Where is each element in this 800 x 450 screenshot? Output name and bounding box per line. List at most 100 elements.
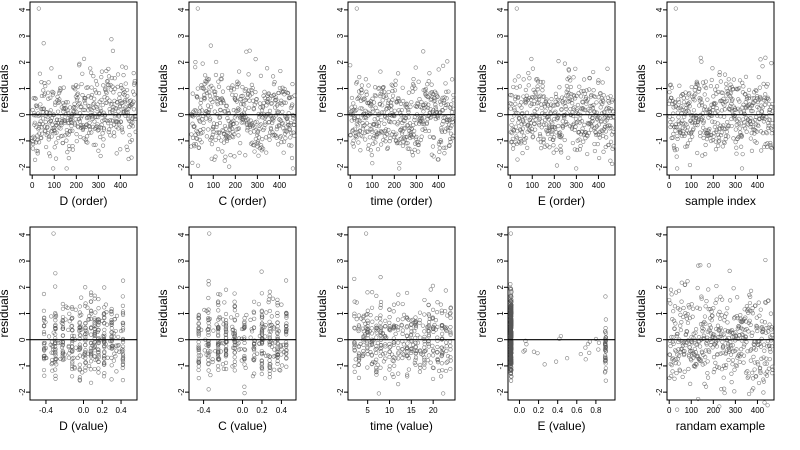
- data-point: [113, 328, 118, 334]
- data-point: [545, 131, 551, 137]
- data-point: [68, 105, 73, 110]
- data-point: [374, 368, 379, 373]
- data-point: [413, 322, 418, 327]
- data-point: [84, 331, 89, 336]
- data-point: [92, 88, 98, 93]
- data-point: [721, 96, 726, 101]
- data-point: [729, 101, 734, 106]
- data-point: [736, 121, 741, 126]
- data-point: [548, 111, 553, 116]
- data-point: [508, 304, 514, 309]
- data-point: [426, 303, 431, 308]
- data-point: [685, 312, 690, 317]
- data-point: [764, 84, 769, 89]
- data-point: [117, 91, 122, 97]
- data-point: [404, 141, 409, 146]
- data-point: [438, 374, 444, 379]
- data-point: [450, 106, 456, 111]
- data-point: [558, 333, 563, 339]
- data-point: [674, 334, 679, 339]
- data-point: [392, 88, 398, 93]
- data-point: [442, 115, 447, 120]
- data-point: [109, 377, 114, 382]
- data-point: [380, 331, 385, 336]
- data-point: [231, 118, 236, 123]
- y-tick-label: 4: [177, 232, 186, 237]
- data-point: [406, 115, 411, 120]
- data-point: [245, 128, 250, 133]
- data-point: [46, 134, 52, 139]
- data-point: [768, 144, 773, 149]
- data-point: [283, 330, 289, 335]
- data-point: [607, 126, 612, 131]
- data-point: [55, 94, 60, 99]
- y-tick-label: 3: [496, 33, 505, 38]
- data-point: [216, 317, 221, 322]
- data-point: [253, 124, 258, 130]
- data-point: [191, 142, 196, 147]
- data-point: [386, 89, 391, 95]
- data-point: [608, 115, 613, 120]
- data-point: [362, 96, 367, 101]
- data-point: [685, 125, 690, 130]
- data-point: [679, 107, 684, 112]
- data-point: [715, 132, 721, 137]
- data-point: [66, 156, 71, 161]
- data-point: [232, 333, 237, 338]
- y-tick-label: 0: [655, 337, 664, 342]
- data-point: [530, 129, 535, 135]
- data-point: [765, 403, 770, 408]
- data-point: [391, 342, 397, 347]
- data-point: [733, 107, 738, 112]
- data-point: [354, 107, 359, 112]
- data-point: [34, 140, 39, 145]
- data-point: [252, 338, 257, 343]
- data-point: [277, 367, 282, 372]
- data-point: [375, 147, 381, 152]
- data-point: [351, 107, 357, 112]
- data-point: [685, 108, 690, 113]
- data-point: [675, 110, 680, 115]
- data-point: [263, 334, 268, 339]
- data-point: [53, 350, 58, 355]
- data-point: [692, 87, 697, 93]
- data-point: [513, 124, 519, 129]
- data-point: [273, 98, 278, 103]
- data-point: [213, 72, 219, 78]
- data-point: [70, 359, 75, 364]
- data-point: [553, 91, 558, 96]
- data-point: [121, 73, 126, 78]
- data-point: [450, 116, 455, 121]
- data-point: [723, 137, 728, 142]
- data-point: [673, 361, 678, 366]
- data-point: [216, 356, 221, 361]
- data-point: [87, 120, 92, 125]
- data-point: [77, 346, 82, 351]
- data-point: [373, 105, 378, 110]
- data-point: [47, 151, 52, 156]
- data-point: [685, 141, 691, 146]
- data-point: [381, 359, 386, 364]
- data-point: [216, 130, 221, 135]
- data-point: [757, 341, 762, 347]
- data-point: [229, 88, 234, 93]
- data-point: [281, 139, 287, 144]
- data-point: [542, 144, 547, 149]
- data-point: [284, 321, 289, 326]
- data-point: [125, 113, 131, 118]
- data-point: [706, 128, 711, 133]
- data-point: [75, 84, 81, 89]
- data-point: [554, 147, 559, 152]
- data-point: [595, 117, 600, 122]
- data-point: [591, 88, 596, 93]
- data-point: [392, 108, 397, 113]
- data-point: [77, 378, 82, 383]
- data-point: [88, 354, 94, 359]
- data-point: [682, 351, 687, 356]
- data-point: [101, 311, 107, 316]
- data-point: [370, 319, 375, 324]
- data-point: [54, 130, 59, 135]
- data-point: [109, 363, 114, 368]
- data-point: [551, 143, 556, 148]
